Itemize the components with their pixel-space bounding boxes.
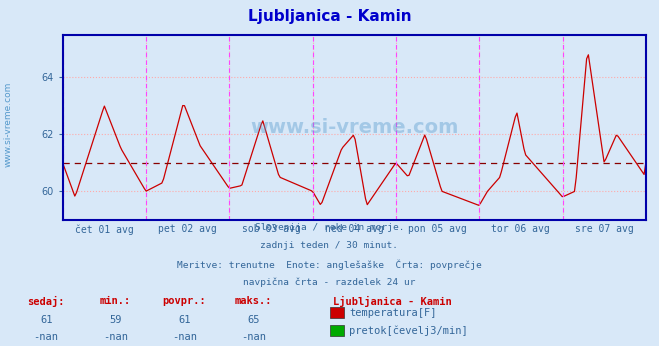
Text: Slovenija / reke in morje.: Slovenija / reke in morje. — [255, 223, 404, 232]
Text: temperatura[F]: temperatura[F] — [349, 308, 437, 318]
Text: zadnji teden / 30 minut.: zadnji teden / 30 minut. — [260, 241, 399, 250]
Text: 61: 61 — [40, 315, 52, 325]
Text: 61: 61 — [179, 315, 190, 325]
Text: -nan: -nan — [34, 332, 59, 342]
Text: -nan: -nan — [103, 332, 128, 342]
Text: navpična črta - razdelek 24 ur: navpična črta - razdelek 24 ur — [243, 277, 416, 286]
Text: 65: 65 — [248, 315, 260, 325]
Text: pretok[čevelj3/min]: pretok[čevelj3/min] — [349, 326, 468, 336]
Text: -nan: -nan — [241, 332, 266, 342]
Text: min.:: min.: — [100, 296, 131, 306]
Text: maks.:: maks.: — [235, 296, 272, 306]
Text: sedaj:: sedaj: — [28, 296, 65, 307]
Text: Meritve: trenutne  Enote: anglešaške  Črta: povprečje: Meritve: trenutne Enote: anglešaške Črta… — [177, 259, 482, 270]
Text: www.si-vreme.com: www.si-vreme.com — [3, 82, 13, 167]
Text: Ljubljanica - Kamin: Ljubljanica - Kamin — [248, 9, 411, 24]
Text: Ljubljanica - Kamin: Ljubljanica - Kamin — [333, 296, 451, 307]
Text: 59: 59 — [109, 315, 121, 325]
Text: povpr.:: povpr.: — [163, 296, 206, 306]
Text: -nan: -nan — [172, 332, 197, 342]
Text: www.si-vreme.com: www.si-vreme.com — [250, 118, 459, 137]
